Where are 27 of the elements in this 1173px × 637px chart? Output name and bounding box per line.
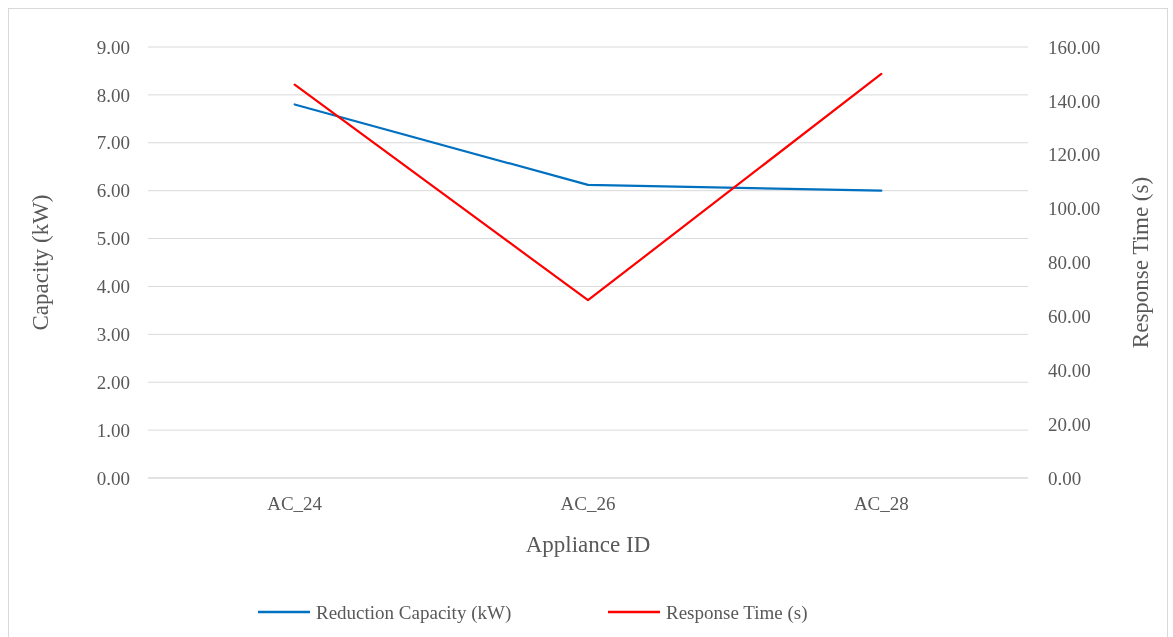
y2-tick-label: 20.00 bbox=[1048, 413, 1091, 435]
y-tick-label: 0.00 bbox=[96, 467, 130, 489]
y2-tick-label: 100.00 bbox=[1048, 198, 1101, 220]
y-tick-label: 4.00 bbox=[96, 276, 130, 298]
y-tick-label: 7.00 bbox=[96, 132, 130, 154]
y2-tick-label: 120.00 bbox=[1048, 144, 1101, 166]
y2-tick-label: 40.00 bbox=[1048, 359, 1091, 381]
y-tick-label: 2.00 bbox=[96, 371, 130, 393]
y2-tick-label: 0.00 bbox=[1048, 467, 1082, 489]
x-tick-label: AC_26 bbox=[560, 493, 616, 514]
y-axis-title: Capacity (kW) bbox=[28, 194, 53, 331]
y-tick-label: 5.00 bbox=[96, 228, 130, 250]
y-tick-label: 3.00 bbox=[96, 323, 130, 345]
legend-label: Response Time (s) bbox=[666, 601, 808, 624]
y2-axis-title: Response Time (s) bbox=[1128, 176, 1153, 349]
y-tick-label: 8.00 bbox=[96, 84, 130, 106]
y-tick-label: 6.00 bbox=[96, 180, 130, 202]
x-tick-label: AC_24 bbox=[267, 493, 323, 514]
x-tick-label: AC_28 bbox=[853, 493, 909, 514]
y-tick-label: 9.00 bbox=[96, 36, 130, 58]
x-axis-title: Appliance ID bbox=[525, 532, 651, 557]
y2-tick-label: 60.00 bbox=[1048, 306, 1091, 328]
legend-label: Reduction Capacity (kW) bbox=[316, 601, 512, 624]
y-tick-label: 1.00 bbox=[96, 419, 130, 441]
y2-tick-label: 80.00 bbox=[1048, 252, 1091, 274]
y2-tick-label: 160.00 bbox=[1048, 36, 1101, 58]
y2-tick-label: 140.00 bbox=[1048, 90, 1101, 112]
